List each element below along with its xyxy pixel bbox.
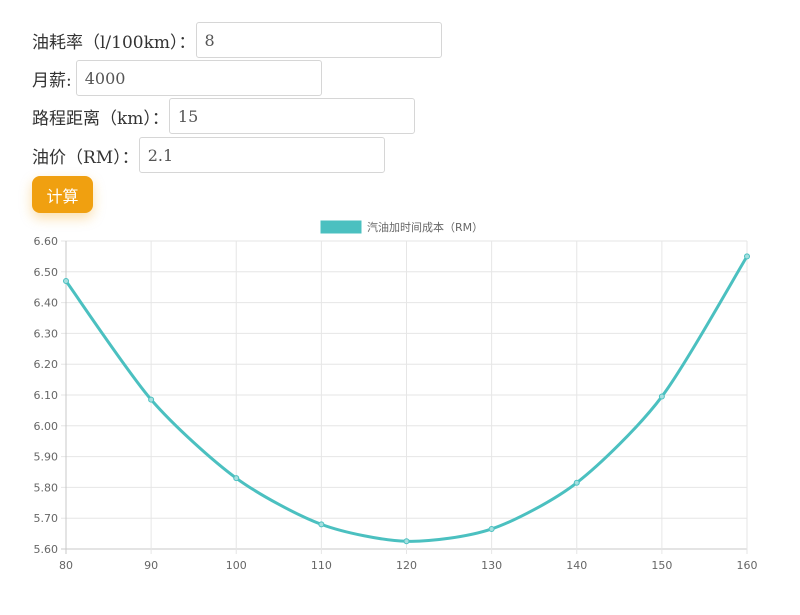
chart-grid bbox=[61, 240, 748, 554]
x-tick-label: 110 bbox=[311, 559, 332, 572]
distance-row: 路程距离（km）： bbox=[32, 98, 415, 134]
y-tick-label: 6.50 bbox=[34, 266, 59, 279]
x-tick-label: 120 bbox=[396, 559, 417, 572]
fuel-price-input[interactable] bbox=[138, 137, 385, 173]
x-tick-label: 80 bbox=[59, 559, 73, 572]
x-tick-label: 140 bbox=[566, 559, 587, 572]
salary-label: 月薪: bbox=[32, 70, 72, 91]
fuel-rate-input[interactable] bbox=[195, 22, 442, 58]
data-point bbox=[318, 521, 325, 528]
legend-label: 汽油加时间成本（RM） bbox=[367, 220, 483, 234]
chart-legend: 汽油加时间成本（RM） bbox=[320, 220, 483, 234]
data-point bbox=[233, 475, 240, 482]
chart-series bbox=[63, 253, 750, 545]
y-tick-label: 6.10 bbox=[34, 389, 59, 402]
y-tick-label: 6.20 bbox=[34, 358, 59, 371]
y-tick-label: 6.60 bbox=[34, 235, 59, 248]
fuel-price-label: 油价（RM）： bbox=[32, 147, 139, 168]
data-point bbox=[488, 525, 495, 532]
data-point bbox=[573, 479, 580, 486]
chart-axes: 5.60 5.70 5.80 5.90 6.00 6.10 6.20 6.30 6.40 6.50… bbox=[34, 235, 758, 572]
salary-input[interactable] bbox=[75, 60, 322, 96]
data-point bbox=[403, 538, 410, 545]
x-tick-label: 150 bbox=[651, 559, 672, 572]
distance-input[interactable] bbox=[168, 98, 415, 134]
y-tick-label: 6.30 bbox=[34, 327, 59, 340]
data-point bbox=[744, 253, 750, 260]
distance-label: 路程距离（km）： bbox=[32, 108, 169, 129]
fuel-rate-row: 油耗率（l/100km）： bbox=[32, 22, 442, 58]
line-chart: 5.60 5.70 5.80 5.90 6.00 6.10 6.20 6.30 6.40 6.50… bbox=[34, 220, 758, 572]
x-tick-label: 160 bbox=[737, 559, 758, 572]
data-point bbox=[658, 393, 665, 400]
x-tick-label: 130 bbox=[481, 559, 502, 572]
calculate-button[interactable]: 计算 bbox=[32, 176, 93, 213]
y-tick-label: 5.60 bbox=[34, 543, 59, 556]
fuel-rate-label: 油耗率（l/100km）： bbox=[32, 32, 196, 53]
x-tick-label: 100 bbox=[226, 559, 247, 572]
y-tick-label: 6.00 bbox=[34, 420, 59, 433]
y-tick-label: 5.70 bbox=[34, 512, 59, 525]
salary-row: 月薪: bbox=[32, 60, 322, 96]
legend-swatch bbox=[320, 220, 362, 234]
x-tick-label: 90 bbox=[144, 559, 158, 572]
y-tick-label: 6.40 bbox=[34, 297, 59, 310]
y-tick-label: 5.80 bbox=[34, 481, 59, 494]
y-tick-label: 5.90 bbox=[34, 451, 59, 464]
fuel-price-row: 油价（RM）： bbox=[32, 137, 385, 173]
data-point bbox=[63, 278, 69, 285]
data-point bbox=[148, 396, 155, 403]
